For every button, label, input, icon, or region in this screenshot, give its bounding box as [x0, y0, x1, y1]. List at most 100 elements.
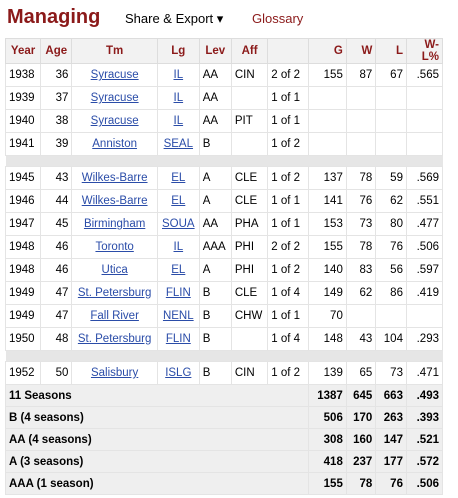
- team-link[interactable]: Syracuse: [90, 115, 139, 127]
- cell-tenure: 1 of 1: [267, 86, 309, 110]
- league-link[interactable]: ISLG: [165, 367, 192, 379]
- cell-team: Syracuse: [71, 63, 158, 87]
- league-link[interactable]: FLIN: [165, 287, 191, 299]
- team-link[interactable]: Salisbury: [90, 367, 139, 379]
- cell-win-loss-pct: .419: [405, 281, 444, 305]
- cell-tenure: 1 of 2: [267, 132, 309, 156]
- summary-games: 308: [307, 428, 347, 451]
- col-header-tenure[interactable]: [267, 38, 309, 64]
- summary-row: B (4 seasons) 506 170 263.393: [5, 406, 444, 429]
- league-link[interactable]: IL: [173, 241, 184, 253]
- cell-games: 137: [307, 166, 347, 190]
- league-link[interactable]: SEAL: [163, 138, 194, 150]
- summary-win-loss-pct: .493: [405, 384, 444, 407]
- cell-league: SOUA: [156, 212, 200, 236]
- table-row: 1945 43 Wilkes-Barre EL A CLE 1 of 2 137 78 59.56…: [4, 166, 444, 190]
- cell-age: 44: [40, 189, 73, 213]
- cell-team: Syracuse: [71, 109, 158, 133]
- col-header-team[interactable]: Tm: [71, 38, 158, 64]
- cell-games: [307, 109, 347, 133]
- cell-league: SEAL: [156, 132, 200, 156]
- cell-games: [307, 86, 347, 110]
- team-link[interactable]: Utica: [101, 264, 128, 276]
- col-header-level[interactable]: Lev: [198, 38, 232, 64]
- col-header-year[interactable]: Year: [4, 38, 42, 64]
- cell-league: IL: [156, 235, 200, 259]
- cell-tenure: 1 of 4: [267, 327, 309, 351]
- cell-affiliate: PHI: [230, 235, 269, 259]
- cell-win-loss-pct: .551: [405, 189, 444, 213]
- cell-tenure: 1 of 2: [267, 258, 309, 282]
- col-header-league[interactable]: Lg: [156, 38, 200, 64]
- cell-wins: 78: [345, 166, 377, 190]
- cell-tenure: 2 of 2: [267, 63, 309, 87]
- cell-games: [307, 132, 347, 156]
- cell-age: 37: [40, 86, 73, 110]
- summary-win-loss-pct: .506: [405, 472, 444, 495]
- cell-level: B: [198, 281, 232, 305]
- league-link[interactable]: IL: [173, 69, 184, 81]
- cell-affiliate: [230, 86, 269, 110]
- row-spacer: [5, 155, 443, 167]
- summary-wins: 237: [345, 450, 377, 473]
- team-link[interactable]: Syracuse: [90, 69, 139, 81]
- league-link[interactable]: NENL: [162, 310, 194, 322]
- cell-age: 47: [40, 281, 73, 305]
- share-export-button[interactable]: Share & Export ▾: [125, 11, 224, 26]
- cell-wins: [345, 304, 377, 328]
- summary-losses: 663: [375, 384, 407, 407]
- cell-affiliate: [230, 132, 269, 156]
- cell-league: IL: [156, 86, 200, 110]
- team-link[interactable]: Wilkes-Barre: [81, 195, 148, 207]
- cell-affiliate: [230, 327, 269, 351]
- league-link[interactable]: IL: [173, 115, 184, 127]
- summary-games: 506: [307, 406, 347, 429]
- cell-win-loss-pct: .477: [405, 212, 444, 236]
- team-link[interactable]: Anniston: [92, 138, 138, 150]
- cell-age: 39: [40, 132, 73, 156]
- league-link[interactable]: SOUA: [162, 218, 195, 230]
- col-header-win-loss-pct[interactable]: W-L%: [405, 38, 444, 64]
- cell-level: A: [198, 189, 232, 213]
- team-link[interactable]: Fall River: [90, 310, 139, 322]
- team-link[interactable]: Birmingham: [83, 218, 146, 230]
- cell-losses: [375, 86, 407, 110]
- league-link[interactable]: EL: [171, 195, 186, 207]
- league-link[interactable]: EL: [171, 172, 186, 184]
- col-header-age[interactable]: Age: [40, 38, 73, 64]
- col-header-losses[interactable]: L: [375, 38, 407, 64]
- cell-team: Wilkes-Barre: [71, 166, 158, 190]
- table-row: 1940 38 Syracuse IL AA PIT 1 of 1: [4, 109, 444, 133]
- team-link[interactable]: Wilkes-Barre: [81, 172, 148, 184]
- team-link[interactable]: Syracuse: [90, 92, 139, 104]
- managing-table: Year Age Tm Lg Lev Aff G W L W-L% 1938 36 Syracuse I…: [4, 38, 444, 495]
- summary-win-loss-pct: .572: [405, 450, 444, 473]
- cell-league: NENL: [156, 304, 200, 328]
- cell-wins: 43: [345, 327, 377, 351]
- glossary-link[interactable]: Glossary: [252, 11, 304, 26]
- cell-year: 1952: [4, 361, 42, 385]
- cell-league: IL: [156, 109, 200, 133]
- cell-league: EL: [156, 258, 200, 282]
- cell-level: AA: [198, 212, 232, 236]
- cell-wins: [345, 132, 377, 156]
- summary-losses: 76: [375, 472, 407, 495]
- cell-losses: 56: [375, 258, 407, 282]
- cell-level: A: [198, 258, 232, 282]
- col-header-games[interactable]: G: [307, 38, 347, 64]
- team-link[interactable]: Toronto: [95, 241, 134, 253]
- cell-wins: 62: [345, 281, 377, 305]
- team-link[interactable]: St. Petersburg: [77, 287, 152, 299]
- cell-level: B: [198, 361, 232, 385]
- cell-age: 45: [40, 212, 73, 236]
- cell-tenure: 1 of 1: [267, 189, 309, 213]
- league-link[interactable]: EL: [171, 264, 186, 276]
- cell-level: AA: [198, 86, 232, 110]
- cell-wins: 65: [345, 361, 377, 385]
- league-link[interactable]: FLIN: [165, 333, 191, 345]
- league-link[interactable]: IL: [173, 92, 184, 104]
- page-header: Managing Share & Export ▾ Glossary: [0, 0, 458, 38]
- col-header-affiliate[interactable]: Aff: [230, 38, 269, 64]
- col-header-wins[interactable]: W: [345, 38, 377, 64]
- team-link[interactable]: St. Petersburg: [77, 333, 152, 345]
